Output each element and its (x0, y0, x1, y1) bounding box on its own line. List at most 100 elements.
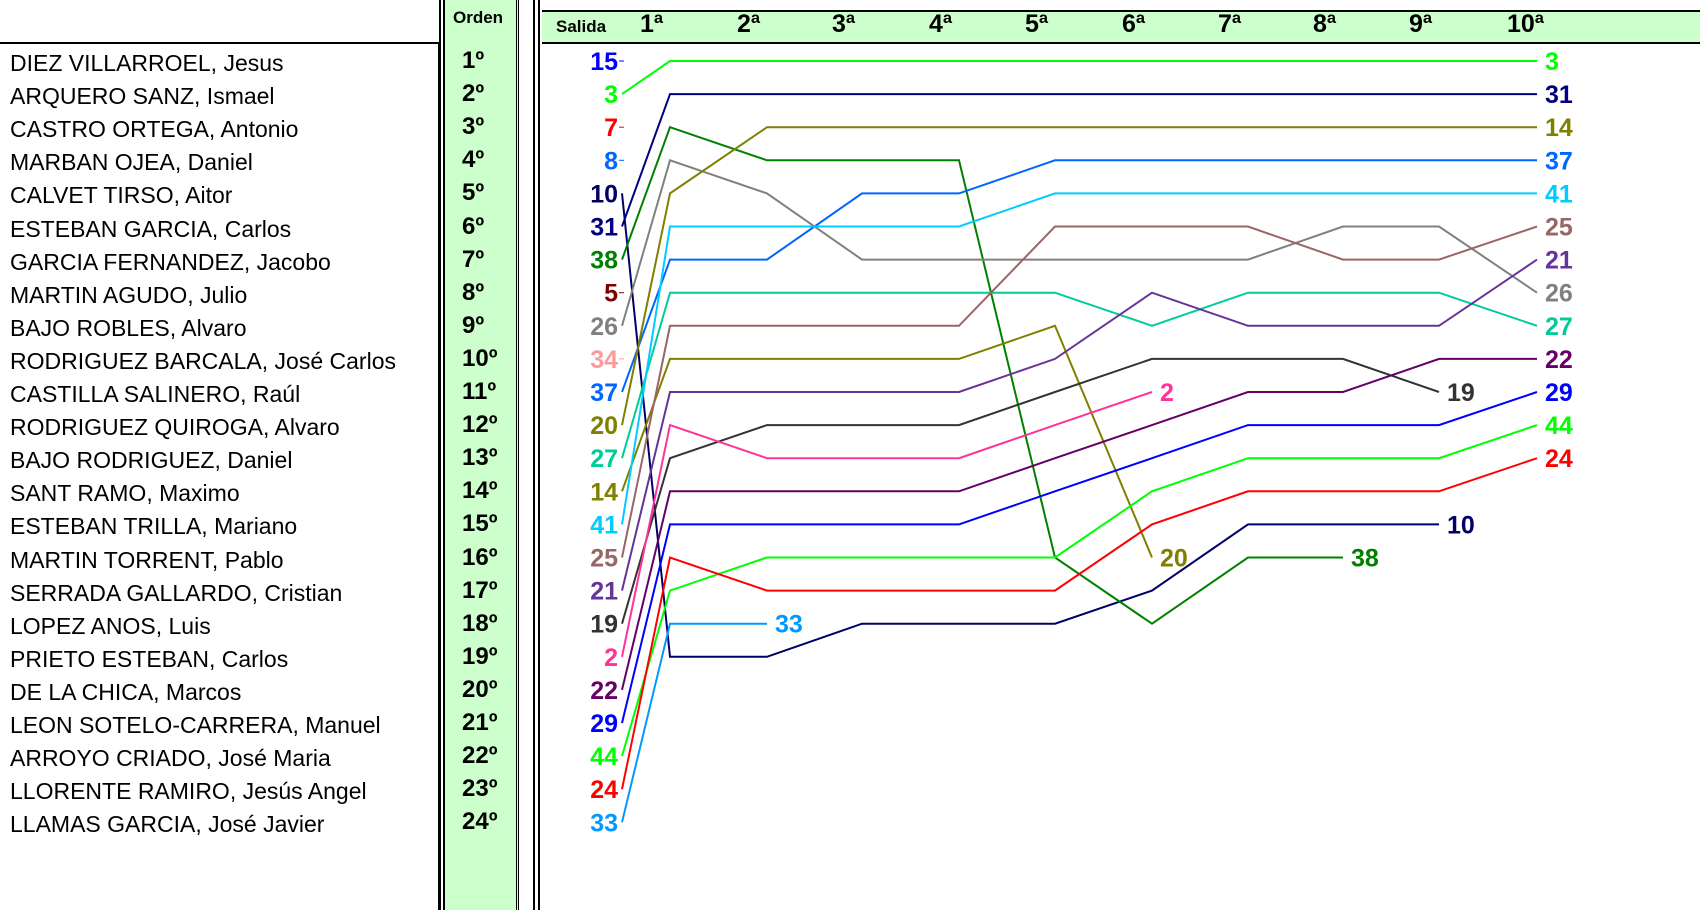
end-label: 22 (1545, 346, 1573, 374)
end-label: 21 (1545, 247, 1573, 275)
lap-header-strip (542, 10, 1700, 44)
start-number: 29 (590, 710, 618, 738)
rider-name: CASTRO ORTEGA, Antonio (10, 116, 299, 143)
end-label: 3 (1545, 48, 1559, 76)
series-line-29 (621, 391, 1538, 724)
end-label: 24 (1545, 445, 1573, 473)
start-number: 27 (590, 445, 618, 473)
series-line-37 (621, 159, 1537, 393)
rider-name: ESTEBAN TRILLA, Mariano (10, 513, 298, 540)
order-label: 2º (462, 80, 485, 108)
rider-name: SERRADA GALLARDO, Cristian (10, 579, 343, 606)
end-label: 37 (1545, 147, 1573, 175)
order-label: 24º (462, 808, 498, 836)
end-label: 31 (1545, 81, 1573, 109)
start-number: 10 (590, 180, 618, 208)
rider-name: CASTILLA SALINERO, Raúl (10, 381, 301, 407)
order-label: 11º (462, 378, 497, 405)
order-header: Orden (453, 8, 504, 27)
series-line-14 (621, 324, 1153, 558)
order-label: 10º (462, 344, 498, 372)
series-line-27 (621, 291, 1538, 459)
start-number: 26 (590, 313, 618, 341)
start-number: 34 (590, 346, 618, 374)
order-label: 23º (462, 775, 498, 803)
lap-label: 6ª (1122, 10, 1146, 38)
start-number: 19 (590, 611, 618, 639)
start-number: 24 (590, 776, 618, 804)
series-line-24 (621, 457, 1538, 790)
rider-name: MARBAN OJEA, Daniel (10, 149, 253, 176)
order-label: 4º (462, 146, 485, 174)
end-label: 26 (1545, 280, 1573, 308)
order-label: 8º (462, 278, 485, 306)
rider-name: MARTIN TORRENT, Pablo (10, 546, 284, 573)
rider-name: LOPEZ ANOS, Luis (10, 612, 211, 639)
lap-label: 1ª (640, 10, 664, 38)
order-border-right-double (538, 0, 540, 910)
series-line-2 (621, 391, 1153, 658)
order-label: 20º (462, 675, 498, 703)
series-line-38 (621, 125, 1343, 625)
order-label: 15º (462, 510, 498, 538)
order-border-left (439, 0, 441, 910)
series-line-44 (621, 424, 1538, 757)
lap-label: 8ª (1313, 10, 1337, 38)
lap-label: 2ª (737, 10, 761, 38)
series-line-10 (621, 193, 1439, 658)
rider-name: BAJO ROBLES, Alvaro (10, 314, 247, 341)
start-number: 31 (590, 214, 618, 242)
series-line-20 (621, 126, 1537, 426)
order-label: 21º (462, 709, 498, 736)
rider-name: LEON SOTELO-CARRERA, Manuel (10, 712, 381, 738)
start-number: 8 (604, 147, 618, 175)
end-label: 14 (1545, 114, 1573, 142)
series-line-31 (621, 93, 1537, 227)
start-number: 25 (590, 545, 618, 573)
series-line-26 (621, 159, 1538, 327)
start-number: 33 (590, 809, 618, 837)
order-label: 6º (462, 212, 485, 240)
order-label: 16º (462, 543, 498, 571)
end-label: 38 (1351, 545, 1379, 573)
rider-name: ESTEBAN GARCIA, Carlos (10, 215, 292, 242)
series-line-21 (621, 258, 1538, 591)
rider-name: LLORENTE RAMIRO, Jesús Angel (10, 778, 367, 805)
order-label: 22º (462, 742, 498, 770)
salida-label: Salida (556, 17, 607, 36)
rider-names-panel: DIEZ VILLARROEL, Jesus ARQUERO SANZ, Isma… (0, 42, 440, 910)
order-label: 19º (462, 642, 498, 670)
rider-name: ARQUERO SANZ, Ismael (10, 83, 275, 110)
end-label: 2 (1160, 379, 1174, 407)
series-line-22 (621, 357, 1537, 691)
start-number: 5 (604, 280, 618, 308)
rider-name: PRIETO ESTEBAN, Carlos (10, 645, 289, 672)
rider-name: MARTIN AGUDO, Julio (10, 281, 248, 308)
start-number: 21 (590, 578, 618, 606)
order-label: 7º (462, 245, 485, 273)
rider-name: ARROYO CRIADO, José Maria (10, 745, 331, 772)
lap-label: 5ª (1025, 10, 1049, 38)
rider-name: DIEZ VILLARROEL, Jesus (10, 50, 284, 76)
order-column: Orden 1º 2º 3º 4º 5º 6º 7º 8º 9º 10º 11º 12º 13º 14º 1… (443, 0, 519, 910)
start-number: 2 (604, 644, 618, 672)
order-label: 5º (462, 179, 485, 207)
end-label: 20 (1160, 545, 1188, 573)
rider-name: LLAMAS GARCIA, José Javier (10, 811, 325, 838)
start-number: 37 (590, 379, 618, 407)
end-label: 25 (1545, 214, 1573, 242)
end-label: 27 (1545, 313, 1573, 341)
lap-label: 10ª (1507, 10, 1545, 38)
order-label: 17º (462, 576, 498, 604)
end-label: 33 (775, 611, 803, 639)
end-label: 41 (1545, 180, 1573, 208)
series-line-3 (621, 60, 1537, 95)
order-label: 12º (462, 411, 498, 439)
order-label: 9º (462, 311, 485, 339)
rider-name: BAJO RODRIGUEZ, Daniel (10, 447, 293, 474)
order-label: 13º (462, 444, 498, 472)
order-label: 1º (462, 47, 485, 74)
lap-label: 4ª (929, 10, 953, 38)
start-number: 44 (590, 743, 618, 771)
